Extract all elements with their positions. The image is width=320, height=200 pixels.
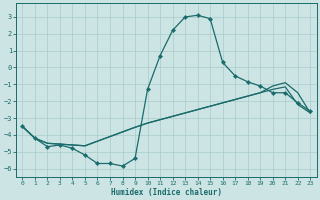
X-axis label: Humidex (Indice chaleur): Humidex (Indice chaleur) bbox=[111, 188, 222, 197]
